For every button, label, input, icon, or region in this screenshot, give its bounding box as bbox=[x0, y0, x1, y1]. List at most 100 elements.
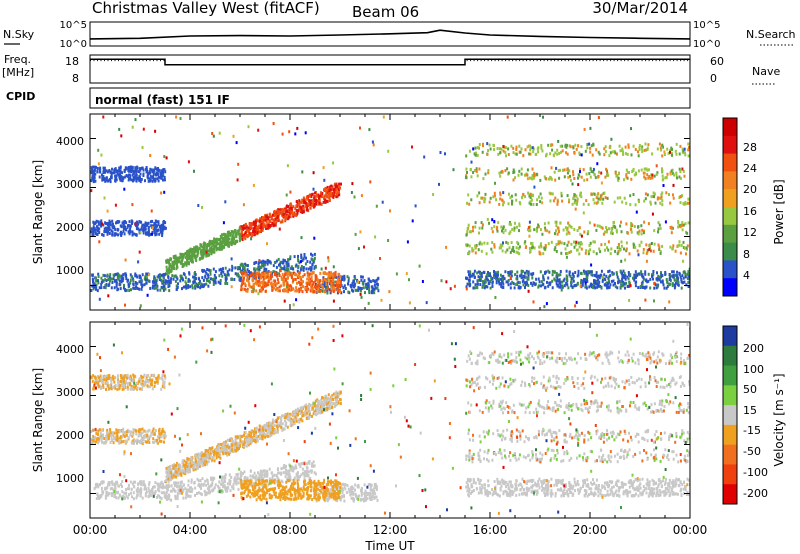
heatmap-cell bbox=[230, 257, 233, 261]
heatmap-cell bbox=[104, 177, 107, 181]
heatmap-cell bbox=[325, 279, 328, 283]
heatmap-cell bbox=[502, 241, 504, 245]
heatmap-cell bbox=[626, 176, 629, 180]
heatmap-cell bbox=[258, 276, 261, 280]
heatmap-cell bbox=[639, 491, 642, 495]
heatmap-cell bbox=[468, 244, 471, 248]
heatmap-cell bbox=[568, 200, 570, 204]
heatmap-cell bbox=[408, 278, 410, 282]
heatmap-cell bbox=[549, 175, 552, 179]
heatmap-cell bbox=[180, 276, 183, 280]
heatmap-cell bbox=[103, 274, 106, 278]
heatmap-cell bbox=[147, 176, 150, 180]
heatmap-cell bbox=[662, 177, 665, 181]
heatmap-cell bbox=[326, 289, 329, 293]
heatmap-cell bbox=[577, 176, 579, 180]
heatmap-cell bbox=[282, 466, 285, 470]
heatmap-cell bbox=[269, 282, 272, 286]
heatmap-cell bbox=[104, 286, 107, 290]
heatmap-cell bbox=[172, 266, 175, 270]
heatmap-cell bbox=[246, 287, 249, 291]
heatmap-cell bbox=[119, 165, 122, 169]
heatmap-cell bbox=[518, 222, 521, 226]
heatmap-cell bbox=[512, 146, 515, 150]
heatmap-cell bbox=[510, 194, 513, 198]
heatmap-cell bbox=[296, 281, 298, 285]
heatmap-cell bbox=[514, 152, 517, 156]
heatmap-cell bbox=[287, 264, 290, 268]
heatmap-cell bbox=[149, 154, 152, 157]
heatmap-cell bbox=[667, 151, 670, 155]
heatmap-cell bbox=[287, 271, 290, 275]
heatmap-cell bbox=[121, 490, 124, 494]
heatmap-cell bbox=[593, 201, 596, 205]
heatmap-cell bbox=[684, 201, 687, 204]
heatmap-cell bbox=[565, 255, 568, 259]
heatmap-cell bbox=[547, 269, 550, 273]
heatmap-cell bbox=[643, 285, 646, 289]
heatmap-cell bbox=[306, 471, 309, 475]
heatmap-cell bbox=[537, 277, 540, 281]
heatmap-cell bbox=[189, 254, 192, 258]
heatmap-cell bbox=[266, 216, 269, 220]
heatmap-cell bbox=[193, 254, 195, 258]
heatmap-cell bbox=[211, 249, 213, 253]
heatmap-cell bbox=[281, 261, 284, 265]
heatmap-cell bbox=[224, 236, 227, 240]
heatmap-cell bbox=[129, 278, 132, 282]
heatmap-cell bbox=[672, 275, 675, 279]
heatmap-cell bbox=[508, 222, 511, 226]
heatmap-cell bbox=[643, 220, 646, 224]
heatmap-cell bbox=[497, 278, 500, 282]
heatmap-cell bbox=[198, 277, 200, 281]
heatmap-cell bbox=[516, 274, 519, 278]
heatmap-cell bbox=[102, 233, 105, 237]
heatmap-cell bbox=[582, 280, 585, 284]
heatmap-cell bbox=[598, 152, 601, 156]
heatmap-cell bbox=[603, 277, 605, 281]
heatmap-cell bbox=[113, 286, 116, 290]
heatmap-cell bbox=[119, 178, 122, 182]
heatmap-cell bbox=[665, 191, 668, 195]
heatmap-cell bbox=[225, 243, 228, 247]
heatmap-cell bbox=[359, 292, 362, 296]
heatmap-cell bbox=[218, 274, 221, 278]
heatmap-cell bbox=[151, 179, 154, 183]
heatmap-cell bbox=[278, 227, 281, 231]
heatmap-cell bbox=[291, 211, 294, 215]
heatmap-cell bbox=[261, 264, 264, 268]
heatmap-cell bbox=[476, 279, 479, 283]
heatmap-cell bbox=[682, 240, 685, 244]
heatmap-cell bbox=[303, 273, 306, 277]
heatmap-cell bbox=[339, 284, 342, 287]
heatmap-cell bbox=[91, 168, 93, 172]
heatmap-cell bbox=[291, 280, 294, 284]
heatmap-cell bbox=[295, 263, 298, 267]
heatmap-cell bbox=[224, 266, 227, 270]
heatmap-cell bbox=[534, 153, 537, 156]
heatmap-cell bbox=[474, 221, 477, 225]
heatmap-cell bbox=[666, 147, 669, 151]
heatmap-cell bbox=[139, 480, 142, 484]
heatmap-cell bbox=[245, 271, 248, 275]
heatmap-cell bbox=[621, 277, 624, 281]
heatmap-cell bbox=[276, 476, 279, 480]
heatmap-cell bbox=[175, 267, 178, 271]
heatmap-cell bbox=[374, 235, 377, 239]
heatmap-cell bbox=[286, 217, 289, 221]
heatmap-cell bbox=[671, 284, 674, 288]
heatmap-cell bbox=[660, 148, 663, 152]
heatmap-cell bbox=[561, 199, 564, 203]
heatmap-cell bbox=[322, 200, 325, 204]
heatmap-cell bbox=[331, 273, 334, 277]
nave-label: Nave bbox=[752, 65, 780, 78]
heatmap-cell bbox=[254, 271, 257, 274]
heatmap-cell bbox=[620, 230, 623, 234]
heatmap-cell bbox=[679, 201, 682, 205]
heatmap-cell bbox=[687, 285, 690, 288]
heatmap-cell bbox=[306, 273, 309, 277]
heatmap-cell bbox=[655, 164, 658, 168]
heatmap-cell bbox=[165, 265, 168, 269]
heatmap-cell bbox=[493, 243, 496, 247]
heatmap-cell bbox=[219, 241, 222, 245]
